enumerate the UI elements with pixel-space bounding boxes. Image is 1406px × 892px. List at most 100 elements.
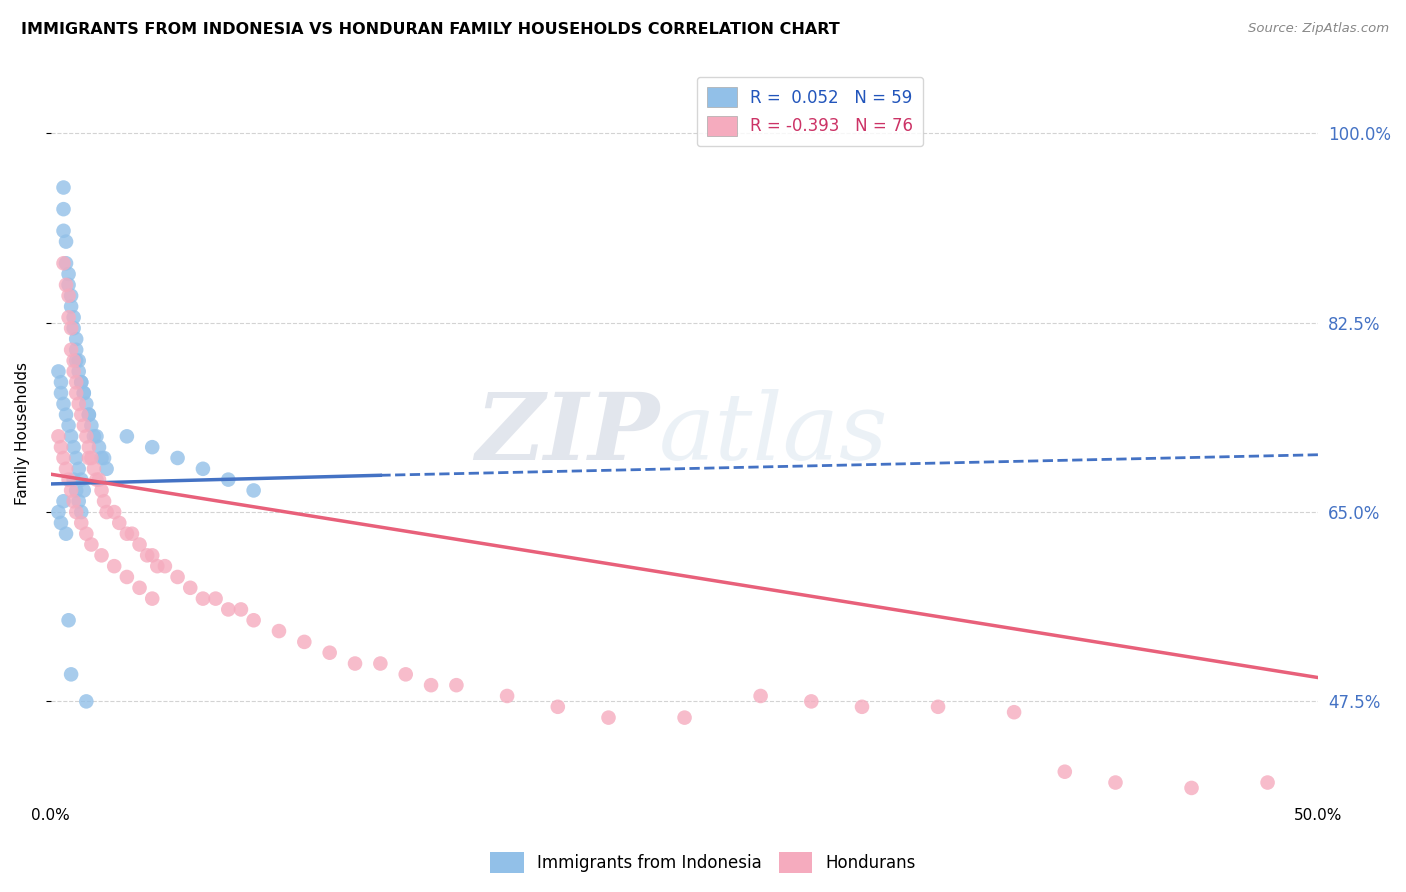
Point — [67, 353, 90, 368]
Point — [49, 440, 72, 454]
Point — [204, 591, 226, 606]
Point — [52, 256, 75, 270]
Point — [153, 559, 176, 574]
Point — [62, 353, 84, 368]
Point — [67, 462, 90, 476]
Point — [55, 277, 77, 292]
Point — [58, 613, 80, 627]
Point — [673, 711, 696, 725]
Point — [598, 711, 620, 725]
Point — [1002, 705, 1025, 719]
Point — [55, 526, 77, 541]
Point — [96, 462, 118, 476]
Point — [229, 602, 252, 616]
Point — [67, 364, 90, 378]
Point — [83, 462, 105, 476]
Point — [70, 473, 93, 487]
Point — [67, 494, 90, 508]
Point — [115, 526, 138, 541]
Point — [65, 332, 87, 346]
Point — [65, 386, 87, 401]
Point — [58, 473, 80, 487]
Point — [60, 289, 83, 303]
Point — [48, 505, 70, 519]
Point — [141, 440, 163, 454]
Point — [62, 473, 84, 487]
Point — [267, 624, 290, 638]
Point — [1180, 780, 1202, 795]
Point — [60, 667, 83, 681]
Point — [49, 376, 72, 390]
Point — [75, 694, 97, 708]
Point — [62, 364, 84, 378]
Point — [927, 699, 949, 714]
Point — [65, 505, 87, 519]
Point — [115, 570, 138, 584]
Point — [93, 494, 115, 508]
Point — [65, 376, 87, 390]
Point — [547, 699, 569, 714]
Point — [80, 450, 103, 465]
Point — [75, 429, 97, 443]
Point — [90, 549, 112, 563]
Legend: R =  0.052   N = 59, R = -0.393   N = 76: R = 0.052 N = 59, R = -0.393 N = 76 — [697, 77, 924, 146]
Point — [87, 473, 110, 487]
Point — [60, 321, 83, 335]
Point — [52, 180, 75, 194]
Point — [58, 310, 80, 325]
Point — [65, 483, 87, 498]
Point — [318, 646, 340, 660]
Point — [103, 559, 125, 574]
Point — [55, 408, 77, 422]
Point — [70, 376, 93, 390]
Point — [93, 450, 115, 465]
Point — [1053, 764, 1076, 779]
Point — [62, 440, 84, 454]
Point — [851, 699, 873, 714]
Point — [52, 224, 75, 238]
Point — [83, 429, 105, 443]
Point — [103, 505, 125, 519]
Point — [90, 450, 112, 465]
Point — [749, 689, 772, 703]
Point — [55, 462, 77, 476]
Point — [58, 267, 80, 281]
Point — [62, 321, 84, 335]
Point — [65, 353, 87, 368]
Point — [115, 429, 138, 443]
Point — [1257, 775, 1279, 789]
Point — [292, 635, 315, 649]
Point — [90, 483, 112, 498]
Point — [242, 613, 264, 627]
Point — [62, 494, 84, 508]
Point — [179, 581, 201, 595]
Point — [55, 256, 77, 270]
Point — [52, 494, 75, 508]
Point — [80, 418, 103, 433]
Point — [108, 516, 131, 530]
Point — [395, 667, 418, 681]
Point — [217, 602, 239, 616]
Point — [96, 505, 118, 519]
Point — [420, 678, 443, 692]
Point — [166, 570, 188, 584]
Point — [217, 473, 239, 487]
Point — [166, 450, 188, 465]
Point — [191, 462, 214, 476]
Point — [87, 440, 110, 454]
Point — [70, 505, 93, 519]
Point — [48, 364, 70, 378]
Point — [67, 397, 90, 411]
Point — [70, 408, 93, 422]
Point — [60, 483, 83, 498]
Text: IMMIGRANTS FROM INDONESIA VS HONDURAN FAMILY HOUSEHOLDS CORRELATION CHART: IMMIGRANTS FROM INDONESIA VS HONDURAN FA… — [21, 22, 839, 37]
Point — [86, 473, 108, 487]
Point — [446, 678, 468, 692]
Point — [344, 657, 367, 671]
Point — [70, 516, 93, 530]
Point — [60, 429, 83, 443]
Point — [49, 516, 72, 530]
Text: Source: ZipAtlas.com: Source: ZipAtlas.com — [1249, 22, 1389, 36]
Point — [55, 235, 77, 249]
Point — [73, 386, 96, 401]
